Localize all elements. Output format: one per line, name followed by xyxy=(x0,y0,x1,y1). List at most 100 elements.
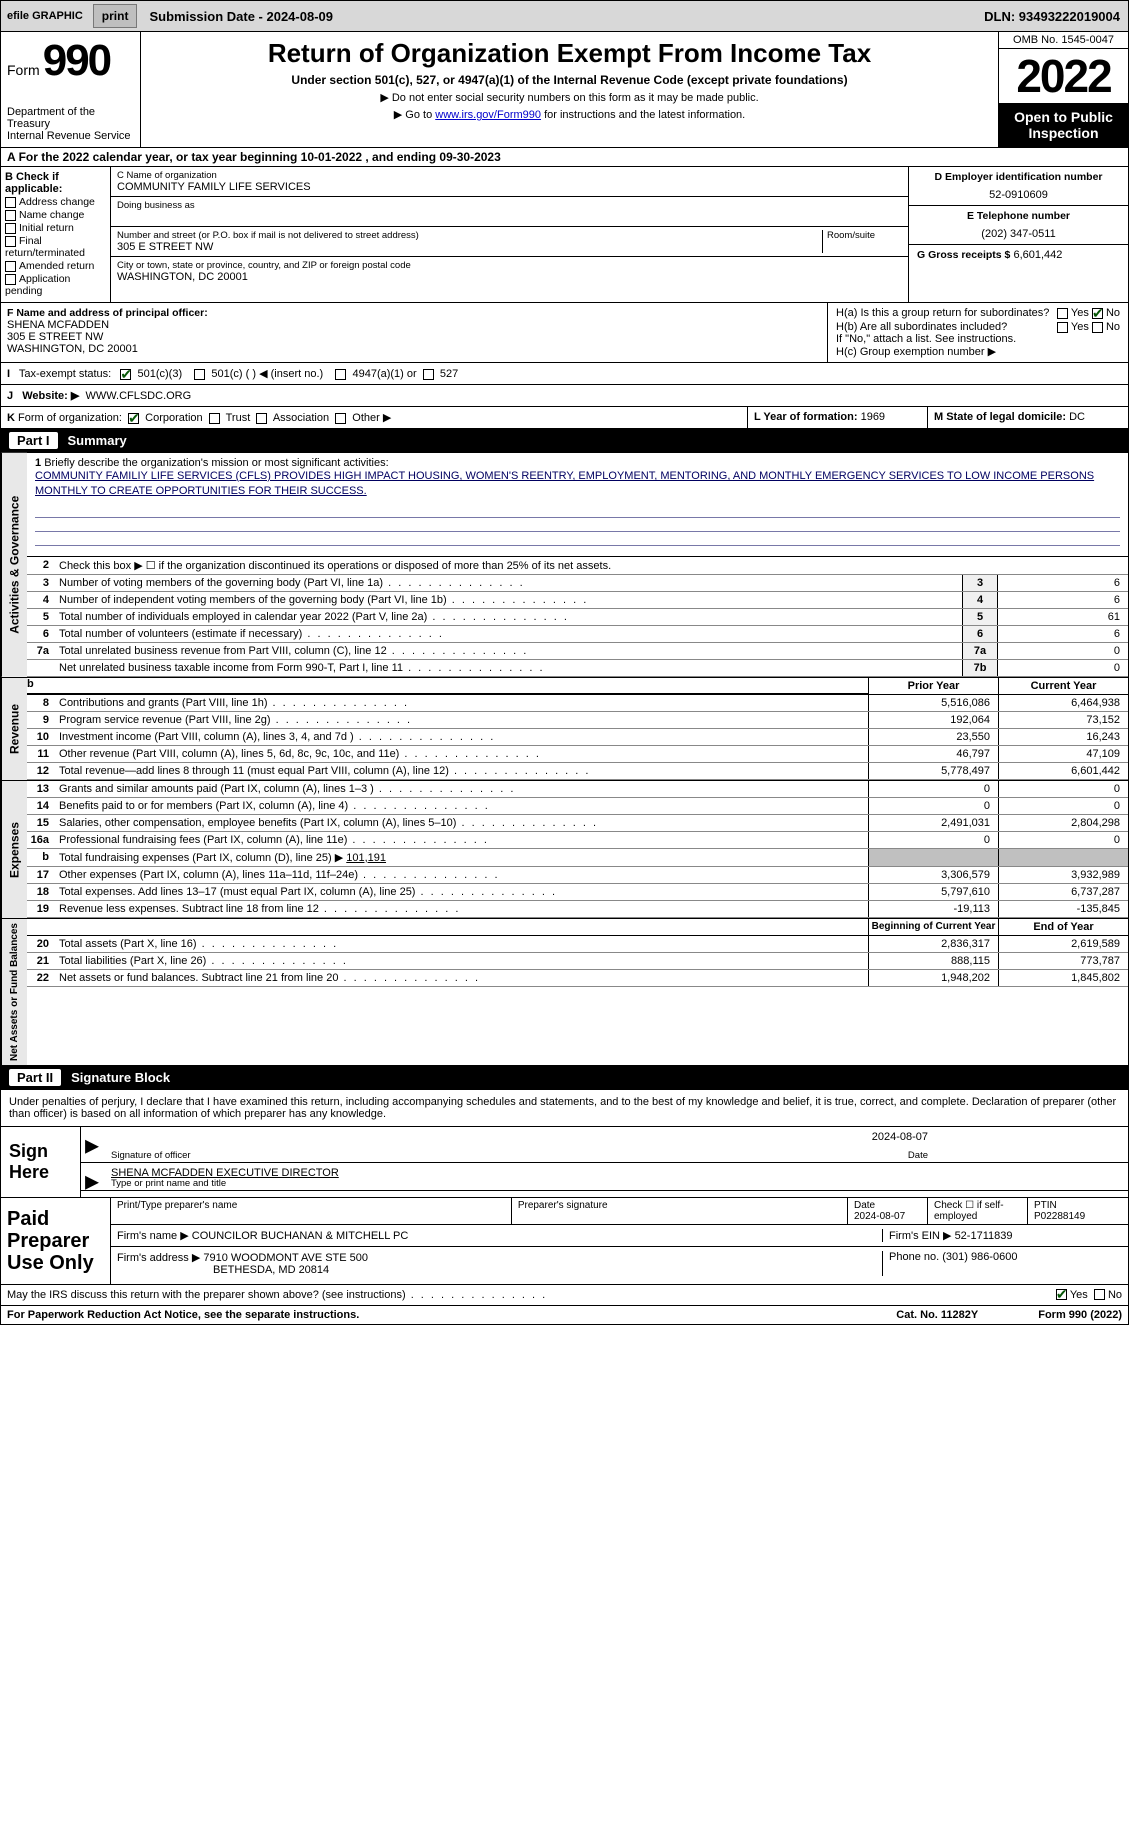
topbar: efile GRAPHIC print Submission Date - 20… xyxy=(0,0,1129,32)
money-row: 14Benefits paid to or for members (Part … xyxy=(27,798,1128,815)
prep-name-lab: Print/Type preparer's name xyxy=(117,1200,237,1211)
dept-2: Internal Revenue Service xyxy=(7,130,134,142)
i-letter: I xyxy=(7,368,10,380)
part-ii-header: Part II Signature Block xyxy=(0,1066,1129,1090)
line-2: 2 Check this box ▶ ☐ if the organization… xyxy=(27,557,1128,575)
sig-declaration: Under penalties of perjury, I declare th… xyxy=(0,1090,1129,1127)
ptin: P02288149 xyxy=(1034,1211,1085,1222)
sig-date: 2024-08-07 xyxy=(872,1131,928,1143)
na-end-hdr: End of Year xyxy=(998,919,1128,935)
blank-lines xyxy=(35,504,1120,548)
ein-lab: D Employer identification number xyxy=(917,171,1120,183)
discuss-yn: Yes No xyxy=(1056,1289,1122,1301)
gov-row: 4Number of independent voting members of… xyxy=(27,592,1128,609)
addr: 305 E STREET NW xyxy=(117,241,822,253)
cb-initial[interactable]: Initial return xyxy=(5,222,106,234)
cb-trust[interactable] xyxy=(209,413,220,424)
cb-discuss-no[interactable] xyxy=(1094,1289,1105,1300)
sig-date-lab: Date xyxy=(908,1150,928,1161)
cb-527[interactable] xyxy=(423,369,434,380)
firm-ein-lab: Firm's EIN ▶ xyxy=(889,1230,952,1242)
cb-501c[interactable] xyxy=(194,369,205,380)
header-right: OMB No. 1545-0047 2022 Open to Public In… xyxy=(998,32,1128,147)
money-row: 18Total expenses. Add lines 13–17 (must … xyxy=(27,884,1128,901)
sign-here-block: Sign Here ▸ Signature of officer 2024-08… xyxy=(0,1127,1129,1198)
cb-other[interactable] xyxy=(335,413,346,424)
money-row: 13Grants and similar amounts paid (Part … xyxy=(27,781,1128,798)
open-pub-2: Inspection xyxy=(1003,125,1124,141)
note2-post: for instructions and the latest informat… xyxy=(541,109,745,121)
m-lab: M State of legal domicile: xyxy=(934,411,1066,423)
money-row: 10Investment income (Part VIII, column (… xyxy=(27,729,1128,746)
prep-sig-lab: Preparer's signature xyxy=(518,1200,608,1211)
discuss-q: May the IRS discuss this return with the… xyxy=(7,1289,547,1301)
gross: 6,601,442 xyxy=(1013,249,1062,261)
vlabel-na: Net Assets or Fund Balances xyxy=(1,919,27,1065)
tel: (202) 347-0511 xyxy=(917,228,1120,240)
header-mid: Return of Organization Exempt From Incom… xyxy=(141,32,998,147)
hb-text: H(b) Are all subordinates included? xyxy=(836,321,1007,333)
cb-assoc[interactable] xyxy=(256,413,267,424)
gov-row: 6Total number of volunteers (estimate if… xyxy=(27,626,1128,643)
na-header: Beginning of Current Year End of Year xyxy=(27,919,1128,936)
footer-left: For Paperwork Reduction Act Notice, see … xyxy=(7,1309,359,1321)
footer-mid: Cat. No. 11282Y xyxy=(896,1309,978,1321)
j-lab: Website: ▶ xyxy=(22,390,79,402)
org-name: COMMUNITY FAMILY LIFE SERVICES xyxy=(117,181,902,193)
efile-label: efile GRAPHIC xyxy=(1,6,89,26)
cb-final[interactable]: Final return/terminated xyxy=(5,235,106,259)
row-klm: K Form of organization: Corporation Trus… xyxy=(0,407,1129,429)
money-row: 19Revenue less expenses. Subtract line 1… xyxy=(27,901,1128,918)
cb-4947[interactable] xyxy=(335,369,346,380)
part-i-title: Summary xyxy=(68,433,127,448)
sig-officer-lab: Signature of officer xyxy=(111,1150,191,1161)
col-b-hd: B Check if applicable: xyxy=(5,171,106,195)
note-1: ▶ Do not enter social security numbers o… xyxy=(153,91,986,104)
signer-name-lab: Type or print name and title xyxy=(111,1178,226,1189)
money-row: 17Other expenses (Part IX, column (A), l… xyxy=(27,867,1128,884)
prep-left-label: Paid Preparer Use Only xyxy=(1,1198,111,1284)
print-button[interactable]: print xyxy=(93,4,138,28)
tel-lab: E Telephone number xyxy=(917,210,1120,222)
vlabel-exp: Expenses xyxy=(1,781,27,918)
revenue-header: b Prior Year Current Year xyxy=(27,678,1128,695)
money-row: 20Total assets (Part X, line 16)2,836,31… xyxy=(27,936,1128,953)
city-lab: City or town, state or province, country… xyxy=(117,260,902,271)
dba-lab: Doing business as xyxy=(117,200,902,211)
firm-lab: Firm's name ▶ xyxy=(117,1230,189,1242)
header-left: Form 990 Department of the Treasury Inte… xyxy=(1,32,141,147)
cb-address[interactable]: Address change xyxy=(5,196,106,208)
ein: 52-0910609 xyxy=(917,189,1120,201)
cb-name[interactable]: Name change xyxy=(5,209,106,221)
prep-date: 2024-08-07 xyxy=(854,1211,905,1222)
cb-corp[interactable] xyxy=(128,413,139,424)
part-i-num: Part I xyxy=(9,432,58,449)
j-letter: J xyxy=(7,390,13,402)
money-row: 15Salaries, other compensation, employee… xyxy=(27,815,1128,832)
form-label: Form xyxy=(7,62,40,78)
firm-ein: 52-1711839 xyxy=(955,1230,1013,1242)
cb-501c3[interactable] xyxy=(120,369,131,380)
gov-row: 5Total number of individuals employed in… xyxy=(27,609,1128,626)
irs-link[interactable]: www.irs.gov/Form990 xyxy=(435,109,541,121)
footer: For Paperwork Reduction Act Notice, see … xyxy=(0,1306,1129,1325)
grid-bcde: B Check if applicable: Address change Na… xyxy=(0,167,1129,303)
period-text: For the 2022 calendar year, or tax year … xyxy=(19,150,501,164)
money-row: 11Other revenue (Part VIII, column (A), … xyxy=(27,746,1128,763)
money-row: 12Total revenue—add lines 8 through 11 (… xyxy=(27,763,1128,780)
cb-pending[interactable]: Application pending xyxy=(5,273,106,297)
vlabel-rev: Revenue xyxy=(1,678,27,780)
mission-q: Briefly describe the organization's miss… xyxy=(44,457,388,469)
gross-lab: G Gross receipts $ xyxy=(917,249,1010,261)
cb-discuss-yes[interactable] xyxy=(1056,1289,1067,1300)
money-row: 16aProfessional fundraising fees (Part I… xyxy=(27,832,1128,849)
firm-addr2: BETHESDA, MD 20814 xyxy=(117,1264,329,1276)
col-c: C Name of organization COMMUNITY FAMILY … xyxy=(111,167,908,302)
i-lab: Tax-exempt status: xyxy=(19,368,111,380)
part-ii-title: Signature Block xyxy=(71,1070,170,1085)
money-row: 22Net assets or fund balances. Subtract … xyxy=(27,970,1128,987)
website-link[interactable]: WWW.CFLSDC.ORG xyxy=(85,390,191,402)
ptin-lab: PTIN xyxy=(1034,1200,1057,1211)
discuss-row: May the IRS discuss this return with the… xyxy=(0,1285,1129,1306)
cb-amended[interactable]: Amended return xyxy=(5,260,106,272)
